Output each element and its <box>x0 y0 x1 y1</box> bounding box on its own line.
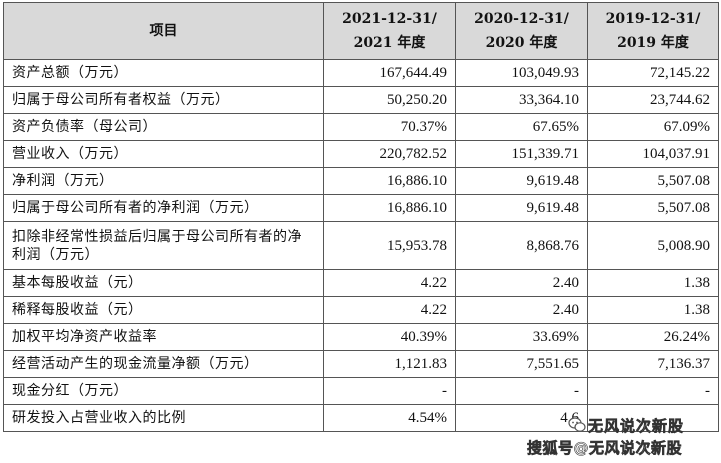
cell-2019 <box>587 404 719 432</box>
cell-2021: 4.22 <box>323 296 456 324</box>
header-item: 项目 <box>3 2 324 60</box>
row-label: 研发投入占营业收入的比例 <box>3 404 324 432</box>
table-row: 经营活动产生的现金流量净额（万元） 1,121.83 7,551.65 7,13… <box>3 350 719 378</box>
cell-2019: 67.09% <box>587 113 719 141</box>
header-2021: 2021-12-31/ 2021 年度 <box>323 2 456 60</box>
table-row: 资产总额（万元） 167,644.49 103,049.93 72,145.22 <box>3 59 719 87</box>
cell-2021: 1,121.83 <box>323 350 456 378</box>
table-row: 营业收入（万元） 220,782.52 151,339.71 104,037.9… <box>3 140 719 168</box>
cell-2021: 4.54% <box>323 404 456 432</box>
cell-2019: 5,507.08 <box>587 194 719 222</box>
cell-2020: 33.69% <box>455 323 588 351</box>
table-row: 资产负债率（母公司） 70.37% 67.65% 67.09% <box>3 113 719 141</box>
cell-2021: 70.37% <box>323 113 456 141</box>
row-label: 扣除非经常性损益后归属于母公司所有者的净利润（万元） <box>3 221 324 270</box>
header-2019: 2019-12-31/ 2019 年度 <box>587 2 719 60</box>
cell-2021: 220,782.52 <box>323 140 456 168</box>
watermark-sohu-account: 搜狐号@无风说次新股 <box>527 439 683 458</box>
watermark-account-name: 无风说次新股 <box>588 417 685 436</box>
header-2020: 2020-12-31/ 2020 年度 <box>455 2 588 60</box>
row-label: 营业收入（万元） <box>3 140 324 168</box>
row-label: 加权平均净资产收益率 <box>3 323 324 351</box>
cell-2019: 72,145.22 <box>587 59 719 87</box>
financial-summary-table: 项目 2021-12-31/ 2021 年度 2020-12-31/ 2020 … <box>3 2 719 432</box>
table-row: 净利润（万元） 16,886.10 9,619.48 5,507.08 <box>3 167 719 195</box>
cell-2019: 7,136.37 <box>587 350 719 378</box>
row-label: 资产负债率（母公司） <box>3 113 324 141</box>
cell-2019: 1.38 <box>587 269 719 297</box>
cell-2020: 33,364.10 <box>455 86 588 114</box>
cell-2021: 40.39% <box>323 323 456 351</box>
row-label: 归属于母公司所有者权益（万元） <box>3 86 324 114</box>
row-label: 稀释每股收益（元） <box>3 296 324 324</box>
cell-2020: 103,049.93 <box>455 59 588 87</box>
cell-2021: 167,644.49 <box>323 59 456 87</box>
row-label: 现金分红（万元） <box>3 377 324 405</box>
cell-2020: 67.65% <box>455 113 588 141</box>
cell-2020: 9,619.48 <box>455 167 588 195</box>
cell-2019: 5,008.90 <box>587 221 719 270</box>
cell-2019: 104,037.91 <box>587 140 719 168</box>
cell-2020: 9,619.48 <box>455 194 588 222</box>
table-row: 扣除非经常性损益后归属于母公司所有者的净利润（万元） 15,953.78 8,8… <box>3 221 719 270</box>
cell-2020: 7,551.65 <box>455 350 588 378</box>
row-label: 基本每股收益（元） <box>3 269 324 297</box>
cell-2019: 1.38 <box>587 296 719 324</box>
cell-2021: 16,886.10 <box>323 194 456 222</box>
table-row: 归属于母公司所有者的净利润（万元） 16,886.10 9,619.48 5,5… <box>3 194 719 222</box>
cell-2021: 4.22 <box>323 269 456 297</box>
cell-2020: 8,868.76 <box>455 221 588 270</box>
wechat-bubble-icon <box>568 417 586 432</box>
cell-2021: 16,886.10 <box>323 167 456 195</box>
table-header-row: 项目 2021-12-31/ 2021 年度 2020-12-31/ 2020 … <box>3 2 719 60</box>
cell-2021: 50,250.20 <box>323 86 456 114</box>
table-row: 加权平均净资产收益率 40.39% 33.69% 26.24% <box>3 323 719 351</box>
table-row: 基本每股收益（元） 4.22 2.40 1.38 <box>3 269 719 297</box>
cell-2020: - <box>455 377 588 405</box>
cell-2019: - <box>587 377 719 405</box>
row-label: 资产总额（万元） <box>3 59 324 87</box>
cell-2020: 2.40 <box>455 269 588 297</box>
row-label: 归属于母公司所有者的净利润（万元） <box>3 194 324 222</box>
table-row: 研发投入占营业收入的比例 4.54% 4.6 <box>3 404 719 432</box>
cell-2021: - <box>323 377 456 405</box>
row-label: 经营活动产生的现金流量净额（万元） <box>3 350 324 378</box>
cell-2020: 151,339.71 <box>455 140 588 168</box>
cell-2019: 26.24% <box>587 323 719 351</box>
cell-2021: 15,953.78 <box>323 221 456 270</box>
table-row: 归属于母公司所有者权益（万元） 50,250.20 33,364.10 23,7… <box>3 86 719 114</box>
row-label: 净利润（万元） <box>3 167 324 195</box>
cell-2019: 5,507.08 <box>587 167 719 195</box>
cell-2020: 2.40 <box>455 296 588 324</box>
table-row: 稀释每股收益（元） 4.22 2.40 1.38 <box>3 296 719 324</box>
table-row: 现金分红（万元） - - - <box>3 377 719 405</box>
cell-2019: 23,744.62 <box>587 86 719 114</box>
